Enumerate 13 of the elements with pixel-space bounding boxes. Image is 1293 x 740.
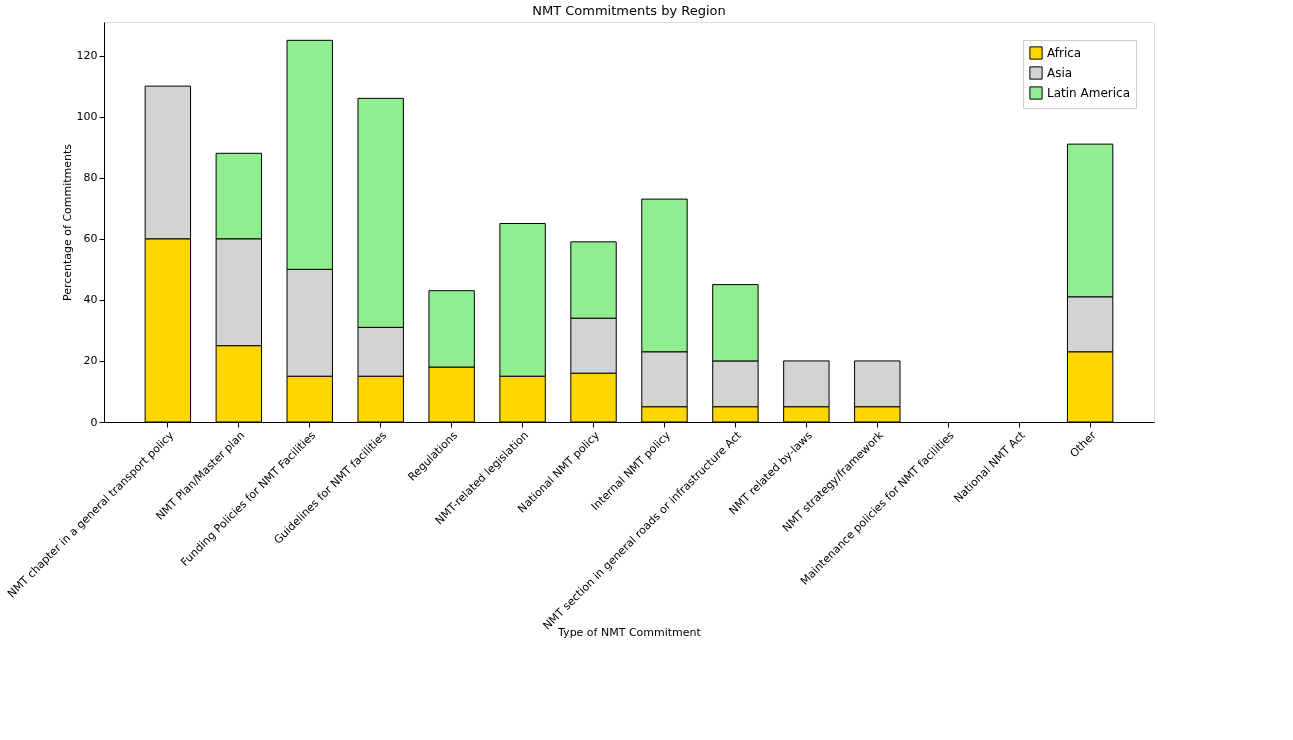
y-axis-title: Percentage of Commitments — [60, 143, 74, 302]
y-tick-label: 40 — [83, 293, 98, 307]
y-tick-label: 100 — [76, 110, 98, 124]
legend-label: Asia — [1047, 66, 1073, 80]
legend-label: Latin America — [1047, 86, 1130, 100]
chart-title: NMT Commitments by Region — [532, 3, 726, 18]
y-tick-label: 120 — [76, 49, 98, 63]
x-axis-title: Type of NMT Commitment — [557, 625, 702, 639]
y-tick-label: 0 — [90, 415, 98, 429]
y-tick-label: 20 — [83, 354, 98, 368]
legend-label: Africa — [1047, 46, 1082, 60]
y-tick-label: 80 — [83, 171, 98, 185]
y-tick-label: 60 — [83, 232, 98, 246]
